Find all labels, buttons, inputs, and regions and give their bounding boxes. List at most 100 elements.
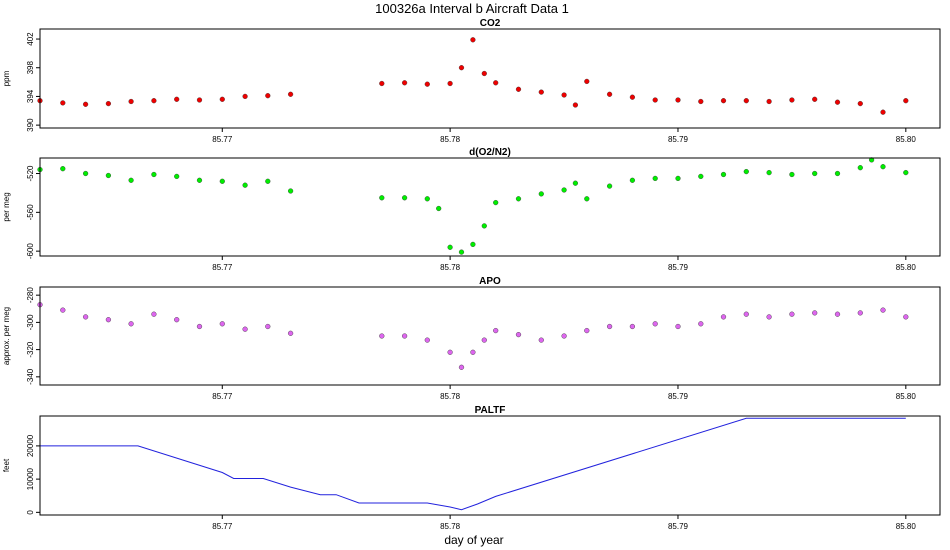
data-point-co2 (481, 70, 487, 77)
panel-title-o2n2: d(O2/N2) (469, 147, 511, 158)
data-point-o2n2 (265, 178, 271, 184)
data-point-co2 (515, 86, 522, 92)
data-point-o2n2 (834, 170, 841, 177)
data-point-o2n2 (880, 164, 886, 170)
data-point-o2n2 (698, 173, 704, 180)
panel-title-co2: CO2 (480, 18, 501, 29)
data-point-co2 (424, 81, 430, 87)
x-tick-label-apo: 85.78 (440, 392, 461, 401)
data-point-co2 (675, 97, 681, 103)
data-point-apo (424, 337, 430, 343)
data-point-o2n2 (458, 249, 465, 255)
data-point-co2 (572, 102, 579, 108)
data-point-co2 (288, 91, 294, 97)
data-point-o2n2 (151, 171, 157, 178)
data-point-apo (880, 307, 886, 313)
data-point-co2 (903, 98, 909, 104)
x-tick-label-co2: 85.79 (668, 135, 689, 144)
data-point-o2n2 (128, 177, 134, 183)
panel-co2: CO2 ppm 390 394 398 402 85.77 85.78 85.79 85.80 (2, 18, 941, 144)
data-point-o2n2 (82, 170, 89, 177)
data-point-co2 (265, 93, 271, 99)
y-tick-label-co2: 390 (26, 118, 35, 132)
x-tick-label-o2n2: 85.78 (440, 263, 461, 272)
data-point-co2 (447, 80, 453, 87)
data-point-apo (857, 310, 863, 316)
data-point-co2 (470, 37, 476, 43)
data-point-o2n2 (629, 177, 636, 183)
data-point-apo (812, 310, 818, 316)
data-point-o2n2 (379, 195, 385, 201)
y-axis-label-paltf: feet (2, 458, 11, 472)
data-point-apo (60, 307, 66, 313)
y-tick-label-apo: -320 (26, 341, 35, 358)
data-point-o2n2 (675, 175, 681, 182)
data-point-co2 (834, 99, 841, 105)
y-tick-label-apo: -340 (26, 368, 35, 385)
data-point-apo (447, 349, 453, 355)
data-point-apo (82, 314, 89, 320)
x-tick-label-apo: 85.80 (896, 392, 917, 401)
data-point-co2 (493, 80, 499, 86)
data-point-apo (265, 323, 271, 330)
data-point-o2n2 (652, 175, 658, 182)
plot-frame-paltf (39, 415, 941, 516)
main-title: 100326a Interval b Aircraft Data 1 (375, 1, 569, 16)
x-tick-label-co2: 85.77 (212, 135, 233, 144)
data-point-o2n2 (766, 170, 772, 176)
data-point-o2n2 (538, 191, 544, 197)
data-point-o2n2 (812, 170, 818, 177)
y-tick-label-apo: -300 (26, 314, 35, 331)
data-point-apo (288, 330, 294, 336)
data-point-apo (128, 321, 134, 327)
panel-o2n2: d(O2/N2) per meg -600 -560 -520 85.77 85.78 85.… (2, 147, 941, 272)
data-point-apo (470, 349, 476, 355)
data-point-co2 (561, 92, 567, 98)
data-point-o2n2 (174, 173, 180, 180)
x-tick-label-o2n2: 85.79 (668, 263, 689, 272)
data-point-o2n2 (402, 195, 408, 201)
data-point-co2 (812, 96, 818, 102)
data-point-apo (379, 333, 385, 339)
data-point-co2 (151, 98, 157, 104)
y-axis-label-o2n2: per meg (2, 192, 11, 221)
data-point-apo (561, 333, 567, 339)
data-point-apo (242, 326, 248, 332)
data-point-co2 (720, 98, 727, 104)
data-point-o2n2 (447, 244, 453, 250)
data-point-o2n2 (903, 170, 909, 176)
data-point-o2n2 (105, 172, 112, 179)
data-point-apo (458, 364, 465, 370)
data-point-o2n2 (606, 183, 613, 189)
data-point-co2 (82, 101, 89, 107)
panel-apo: APO approx. per meg -340 -320 -300 -280 85.77 8… (2, 276, 941, 401)
data-point-apo (174, 317, 180, 323)
panel-title-apo: APO (479, 276, 501, 287)
x-tick-label-o2n2: 85.80 (896, 263, 917, 272)
data-point-co2 (379, 80, 385, 87)
x-tick-label-paltf: 85.78 (440, 522, 461, 531)
data-point-apo (196, 323, 203, 330)
y-tick-label-o2n2: -520 (26, 165, 35, 182)
data-point-apo (903, 314, 909, 320)
x-tick-label-apo: 85.79 (668, 392, 689, 401)
data-point-co2 (458, 65, 465, 71)
data-point-co2 (128, 98, 134, 105)
data-point-co2 (60, 100, 66, 106)
y-tick-label-co2: 398 (26, 61, 35, 75)
data-point-apo (584, 328, 590, 334)
data-point-apo (629, 323, 636, 330)
data-point-o2n2 (789, 171, 795, 178)
data-point-co2 (698, 98, 704, 105)
data-point-o2n2 (219, 178, 225, 184)
x-tick-label-o2n2: 85.77 (212, 263, 233, 272)
data-point-co2 (766, 98, 772, 105)
y-axis-label-co2: ppm (2, 70, 11, 86)
data-point-o2n2 (584, 196, 590, 202)
data-point-apo (720, 314, 727, 320)
data-point-apo (219, 321, 225, 327)
panel-title-paltf: PALTF (475, 405, 506, 416)
y-axis-label-apo: approx. per meg (2, 307, 11, 365)
